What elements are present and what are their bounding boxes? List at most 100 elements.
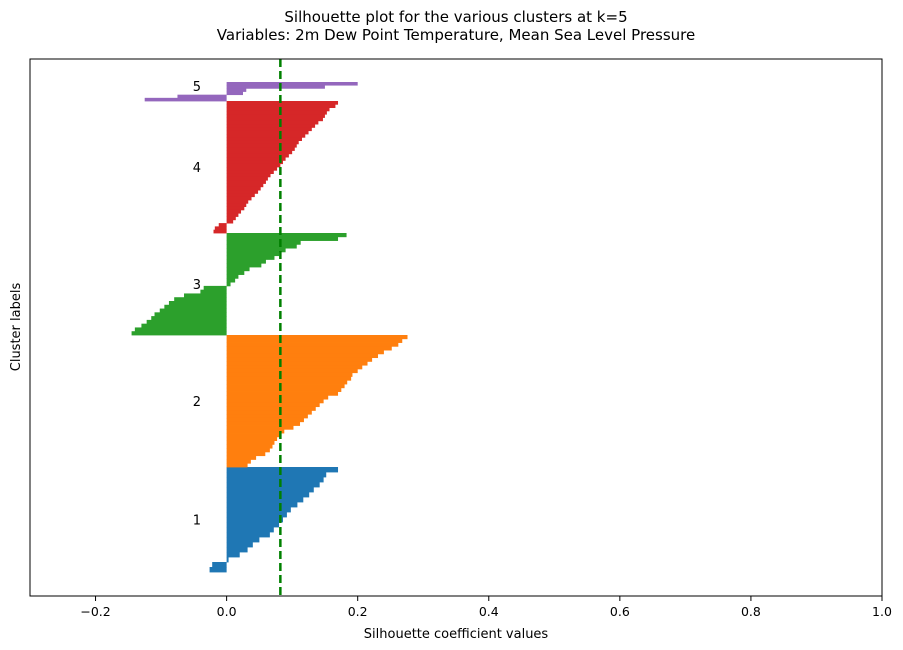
silhouette-bar-cluster-4 <box>226 153 289 158</box>
silhouette-bar-cluster-1 <box>226 472 327 478</box>
silhouette-bar-cluster-4 <box>226 137 302 141</box>
silhouette-bar-cluster-3 <box>226 248 286 253</box>
cluster-label-5: 5 <box>193 80 201 95</box>
silhouette-bar-cluster-2 <box>226 402 320 408</box>
silhouette-bar-cluster-2 <box>226 399 324 404</box>
silhouette-bar-cluster-4 <box>218 223 227 227</box>
silhouette-bar-cluster-2 <box>226 372 353 377</box>
silhouette-bar-cluster-2 <box>226 335 408 340</box>
silhouette-bar-cluster-2 <box>226 384 345 389</box>
silhouette-bar-cluster-2 <box>226 444 273 449</box>
silhouette-bar-cluster-4 <box>226 160 283 165</box>
silhouette-bar-cluster-4 <box>226 209 242 214</box>
chart-subtitle: Variables: 2m Dew Point Temperature, Mea… <box>217 26 695 44</box>
silhouette-bar-cluster-4 <box>226 193 255 198</box>
silhouette-bar-cluster-2 <box>226 417 304 423</box>
silhouette-bar-cluster-3 <box>226 240 301 245</box>
silhouette-bar-cluster-1 <box>226 552 240 558</box>
silhouette-bar-cluster-4 <box>226 120 319 125</box>
silhouette-bar-cluster-2 <box>226 387 342 392</box>
silhouette-bar-cluster-5 <box>226 88 247 92</box>
silhouette-bar-cluster-2 <box>226 436 278 441</box>
cluster-labels: 1 2 3 4 5 <box>193 80 201 529</box>
silhouette-bar-cluster-2 <box>226 365 363 370</box>
silhouette-bar-cluster-3 <box>226 244 297 249</box>
silhouette-bar-cluster-5 <box>226 85 325 89</box>
silhouette-bar-cluster-5 <box>226 91 243 96</box>
silhouette-bar-cluster-3 <box>226 282 231 287</box>
silhouette-bar-cluster-4 <box>226 186 261 191</box>
silhouette-bar-cluster-3 <box>203 285 227 291</box>
silhouette-bar-cluster-3 <box>226 233 347 238</box>
silhouette-bar-cluster-4 <box>226 150 293 155</box>
silhouette-bar-cluster-4 <box>226 114 325 118</box>
silhouette-bar-cluster-4 <box>213 229 227 234</box>
silhouette-bar-cluster-4 <box>226 203 247 207</box>
cluster-label-2: 2 <box>193 395 201 410</box>
silhouette-bar-cluster-3 <box>226 267 250 272</box>
x-tick-label: 0.2 <box>348 604 368 619</box>
silhouette-bar-cluster-3 <box>226 236 339 241</box>
silhouette-bar-cluster-1 <box>226 527 274 533</box>
silhouette-bar-cluster-4 <box>226 147 295 151</box>
silhouette-bar-cluster-3 <box>226 263 262 268</box>
silhouette-bar-cluster-3 <box>154 312 227 317</box>
silhouette-bar-cluster-2 <box>226 353 379 359</box>
silhouette-bar-cluster-4 <box>226 130 309 135</box>
silhouette-bar-cluster-3 <box>200 289 227 294</box>
silhouette-bar-cluster-4 <box>226 219 234 224</box>
silhouette-bar-cluster-3 <box>184 293 227 298</box>
silhouette-bar-cluster-5 <box>177 94 227 99</box>
silhouette-bar-cluster-2 <box>226 346 392 351</box>
silhouette-bar-cluster-4 <box>226 167 278 171</box>
silhouette-bar-cluster-4 <box>226 140 299 145</box>
silhouette-bar-cluster-2 <box>226 368 358 374</box>
silhouette-bar-cluster-2 <box>226 421 301 426</box>
silhouette-bar-cluster-2 <box>226 459 251 464</box>
silhouette-bar-cluster-2 <box>226 451 266 457</box>
silhouette-bar-cluster-1 <box>226 522 280 528</box>
silhouette-bar-cluster-3 <box>159 308 227 313</box>
silhouette-bar-cluster-1 <box>226 557 229 563</box>
silhouette-bar-cluster-4 <box>226 173 271 178</box>
silhouette-bar-cluster-3 <box>168 301 227 306</box>
silhouette-bar-cluster-4 <box>226 213 239 217</box>
silhouette-bar-cluster-3 <box>226 274 239 279</box>
silhouette-bar-cluster-2 <box>226 440 275 445</box>
silhouette-bar-cluster-4 <box>226 206 245 211</box>
silhouette-bar-cluster-4 <box>226 110 327 115</box>
silhouette-bar-cluster-2 <box>226 448 270 453</box>
silhouette-bar-cluster-3 <box>226 255 275 260</box>
silhouette-bar-cluster-1 <box>226 547 248 553</box>
silhouette-bar-cluster-2 <box>226 338 403 343</box>
silhouette-bar-cluster-2 <box>226 406 316 411</box>
silhouette-bar-cluster-1 <box>226 497 304 503</box>
silhouette-bar-cluster-4 <box>226 157 286 161</box>
silhouette-bar-cluster-1 <box>226 537 260 543</box>
silhouette-bar-cluster-4 <box>226 127 312 132</box>
silhouette-bar-cluster-4 <box>226 124 316 128</box>
silhouette-bar-cluster-1 <box>226 532 270 538</box>
silhouette-bar-cluster-4 <box>226 101 339 105</box>
silhouette-bar-cluster-4 <box>226 117 323 122</box>
silhouette-bar-cluster-4 <box>214 226 227 231</box>
silhouette-bar-cluster-5 <box>226 82 358 86</box>
silhouette-bar-cluster-4 <box>226 183 264 188</box>
silhouette-bar-cluster-2 <box>226 361 368 366</box>
silhouette-bar-cluster-2 <box>226 391 339 396</box>
silhouette-bar-cluster-3 <box>226 259 266 264</box>
silhouette-bar-cluster-4 <box>226 104 336 108</box>
silhouette-bar-cluster-2 <box>226 342 399 347</box>
silhouette-bar-cluster-3 <box>146 319 227 325</box>
silhouette-bar-cluster-4 <box>226 176 268 181</box>
plot-frame <box>29 58 883 597</box>
silhouette-bar-cluster-2 <box>226 350 384 355</box>
silhouette-bar-cluster-2 <box>226 463 248 468</box>
silhouette-bar-cluster-1 <box>226 512 287 518</box>
x-tick-label: 0.8 <box>741 604 761 619</box>
silhouette-bar-cluster-2 <box>226 410 312 415</box>
silhouette-bar-cluster-4 <box>226 200 249 204</box>
silhouette-bar-cluster-2 <box>226 395 329 400</box>
x-axis-label: Silhouette coefficient values <box>364 627 549 642</box>
silhouette-bar-cluster-4 <box>226 143 297 148</box>
